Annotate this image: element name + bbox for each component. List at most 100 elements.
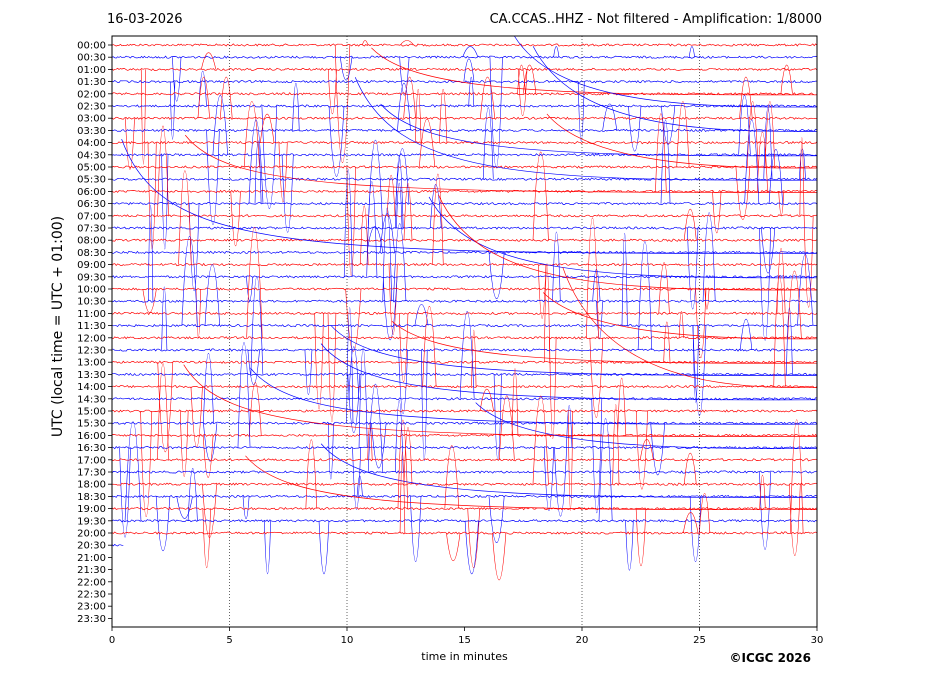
trace-swing bbox=[498, 395, 515, 460]
trace-swing bbox=[367, 139, 383, 229]
trace-04:00 bbox=[111, 140, 818, 145]
trace-swing bbox=[172, 57, 182, 102]
trace-swing bbox=[249, 382, 262, 436]
x-tick-label: 10 bbox=[341, 635, 354, 646]
trace-swing bbox=[278, 142, 288, 202]
y-tick-label: 01:30 bbox=[77, 77, 106, 88]
trace-swing bbox=[201, 52, 217, 70]
trace-swing bbox=[444, 445, 460, 509]
trace-swing bbox=[318, 520, 330, 574]
trace-swing bbox=[552, 231, 561, 302]
trace-swing bbox=[155, 496, 171, 551]
trace-12:30 bbox=[112, 348, 817, 352]
trace-swing bbox=[362, 40, 369, 46]
trace-03:30 bbox=[111, 128, 818, 133]
trace-swing bbox=[591, 398, 603, 514]
trace-swing bbox=[602, 103, 618, 131]
trace-swing bbox=[773, 275, 786, 387]
trace-swing bbox=[230, 191, 241, 246]
trace-swing bbox=[637, 241, 652, 351]
y-tick-label: 10:30 bbox=[77, 297, 106, 308]
trace-07:30 bbox=[112, 226, 818, 230]
trace-swing bbox=[464, 520, 479, 574]
trace-swing bbox=[419, 118, 436, 168]
trace-swing bbox=[518, 69, 528, 117]
y-tick-label: 08:30 bbox=[77, 248, 106, 259]
trace-swing bbox=[198, 70, 207, 107]
y-tick-label: 18:30 bbox=[77, 492, 106, 503]
trace-swing bbox=[394, 400, 404, 473]
trace-swing bbox=[678, 311, 684, 338]
trace-20:00 bbox=[111, 531, 818, 535]
trace-swing bbox=[761, 227, 776, 274]
trace-swing bbox=[397, 419, 409, 509]
trace-swing bbox=[488, 252, 505, 300]
x-axis-ticks: 0 5 10 15 20 25 30 bbox=[109, 627, 824, 646]
trace-swing bbox=[261, 105, 278, 209]
x-tick-label: 5 bbox=[226, 635, 232, 646]
trace-swing bbox=[346, 307, 354, 424]
trace-swing bbox=[764, 101, 776, 168]
trace-swing bbox=[367, 422, 373, 460]
trace-swing bbox=[566, 405, 573, 448]
y-tick-label: 21:00 bbox=[77, 553, 106, 564]
y-tick-label: 17:00 bbox=[77, 455, 106, 466]
trace-swing bbox=[187, 468, 198, 521]
trace-swing bbox=[334, 44, 351, 163]
y-tick-label: 13:00 bbox=[77, 358, 106, 369]
y-tick-label: 02:30 bbox=[77, 102, 106, 113]
trace-swing bbox=[147, 204, 154, 302]
trace-swing bbox=[482, 107, 494, 180]
y-tick-label: 08:00 bbox=[77, 236, 106, 247]
trace-swing bbox=[493, 374, 502, 461]
trace-swing bbox=[676, 101, 690, 168]
trace-decay bbox=[475, 402, 818, 450]
trace-decay bbox=[391, 321, 818, 364]
y-tick-label: 09:00 bbox=[77, 260, 106, 271]
trace-decay bbox=[380, 103, 818, 157]
trace-swing bbox=[124, 421, 142, 521]
y-tick-label: 06:30 bbox=[77, 199, 106, 210]
trace-decay bbox=[330, 325, 818, 376]
trace-decay bbox=[121, 139, 818, 254]
trace-swing bbox=[702, 212, 716, 302]
trace-decay bbox=[184, 134, 818, 193]
trace-swing bbox=[683, 208, 697, 241]
y-tick-label: 12:00 bbox=[77, 333, 106, 344]
trace-decay bbox=[320, 343, 818, 401]
y-tick-label: 09:30 bbox=[77, 272, 106, 283]
trace-swing bbox=[157, 125, 169, 216]
trace-swing bbox=[367, 383, 383, 473]
trace-swing bbox=[695, 288, 707, 359]
trace-swing bbox=[140, 69, 147, 165]
trace-swing bbox=[247, 349, 260, 386]
y-tick-label: 00:00 bbox=[77, 41, 106, 52]
trace-swing bbox=[119, 447, 131, 538]
trace-swing bbox=[202, 484, 217, 538]
trace-05:00 bbox=[111, 165, 818, 169]
trace-swing bbox=[625, 520, 634, 571]
trace-swing bbox=[397, 82, 411, 131]
x-tick-label: 25 bbox=[693, 635, 706, 646]
x-tick-label: 30 bbox=[811, 635, 824, 646]
trace-swing bbox=[403, 77, 416, 119]
trace-decay bbox=[183, 364, 818, 437]
trace-swing bbox=[203, 352, 214, 424]
trace-swing bbox=[304, 349, 313, 395]
trace-decay bbox=[438, 194, 818, 291]
trace-swing bbox=[763, 107, 773, 180]
trace-09:00 bbox=[111, 262, 818, 267]
y-tick-label: 16:00 bbox=[77, 431, 106, 442]
trace-swing bbox=[254, 140, 262, 204]
trace-swing bbox=[704, 288, 710, 310]
x-axis-label: time in minutes bbox=[421, 650, 508, 663]
trace-decay bbox=[562, 266, 818, 389]
trace-swing bbox=[628, 105, 642, 152]
trace-swing bbox=[635, 508, 647, 566]
y-tick-label: 05:00 bbox=[77, 163, 106, 174]
trace-19:30 bbox=[111, 519, 818, 523]
trace-swing bbox=[663, 321, 671, 363]
trace-swing bbox=[243, 101, 260, 168]
trace-decay bbox=[546, 113, 818, 169]
